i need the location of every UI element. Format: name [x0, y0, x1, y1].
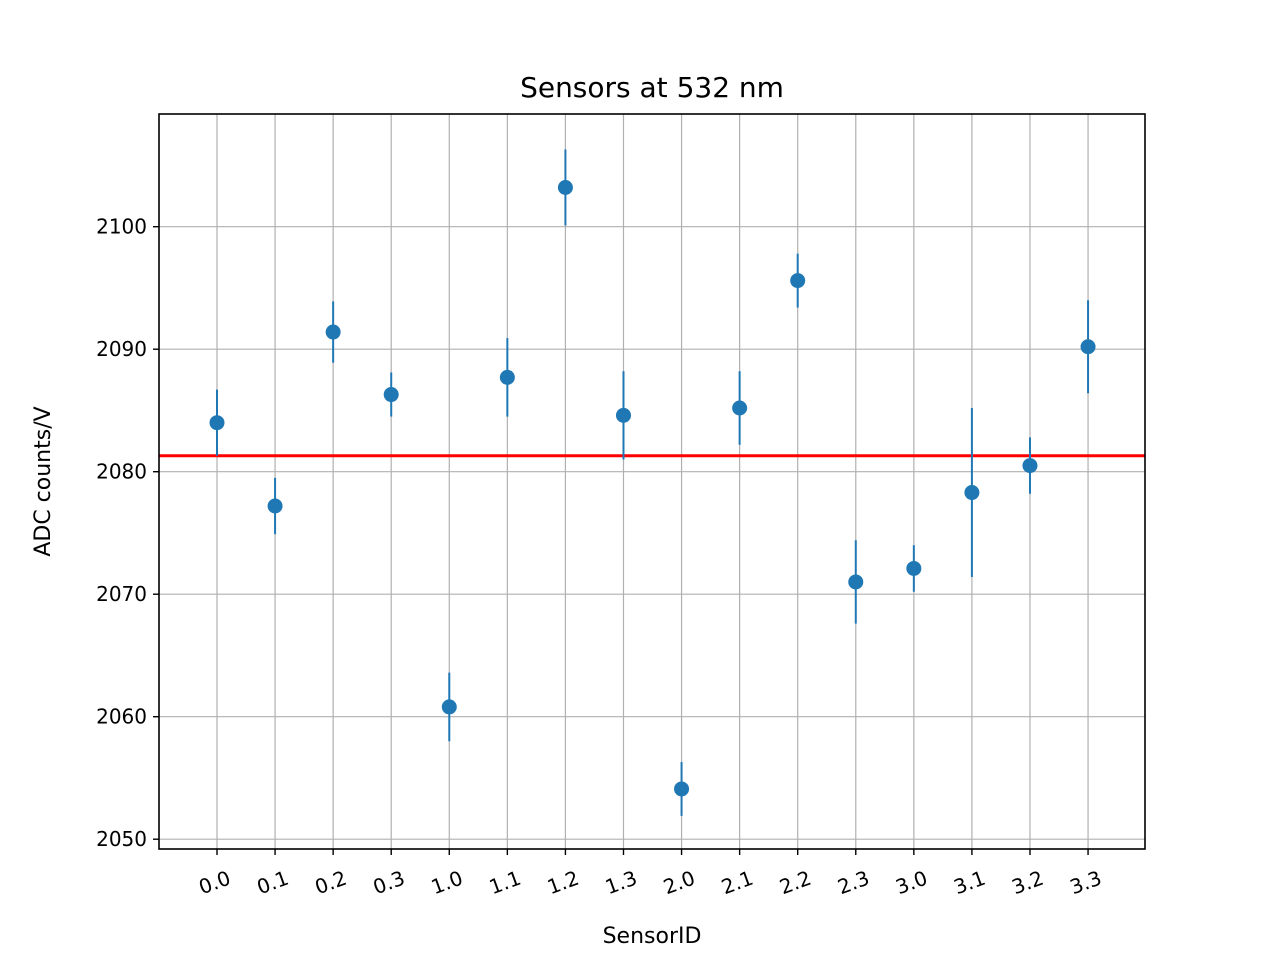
x-tick-label: 0.0	[196, 866, 234, 899]
data-point	[325, 324, 341, 340]
x-tick-label: 3.1	[950, 866, 988, 899]
y-axis-label: ADC counts/V	[31, 406, 56, 556]
y-tick-label: 2050	[96, 827, 147, 851]
data-point	[964, 485, 980, 501]
x-tick-label: 1.3	[602, 866, 640, 899]
chart-title: Sensors at 532 nm	[520, 71, 784, 104]
data-point	[383, 387, 399, 403]
data-point	[615, 407, 631, 423]
data-point	[1080, 339, 1096, 355]
data-point	[499, 369, 515, 385]
x-tick-label: 0.3	[370, 866, 408, 899]
y-tick-label: 2070	[96, 582, 147, 606]
x-tick-label: 2.1	[718, 866, 756, 899]
data-point	[267, 498, 283, 514]
x-tick-label: 0.1	[254, 866, 292, 899]
x-axis-label: SensorID	[603, 924, 702, 949]
data-point	[209, 415, 225, 431]
x-tick-label: 3.0	[892, 866, 930, 899]
x-tick-label: 1.2	[544, 866, 582, 899]
x-tick-label: 2.3	[834, 866, 872, 899]
x-tick-label: 3.2	[1009, 866, 1047, 899]
y-tick-label: 2090	[96, 337, 147, 361]
data-points	[209, 149, 1096, 816]
data-point	[441, 699, 457, 715]
data-point	[848, 574, 864, 590]
x-tick-label: 2.0	[660, 866, 698, 899]
plot-frame	[158, 113, 1146, 850]
data-point	[1022, 458, 1038, 474]
x-tick-label: 1.0	[428, 866, 466, 899]
x-tick-label: 0.2	[312, 866, 350, 899]
x-tick-label: 1.1	[486, 866, 524, 899]
axis-ticks: 0.0 0.1 0.2 0.3 1.0 1.1 1.2 1.3 2.0 2.1 2.2 2.3 3.0 3…	[96, 215, 1105, 899]
x-tick-label: 2.2	[776, 866, 814, 899]
data-point	[790, 273, 806, 289]
y-tick-label: 2100	[96, 215, 147, 239]
grid-lines	[159, 114, 1145, 849]
data-point	[557, 180, 573, 195]
y-tick-label: 2080	[96, 460, 147, 484]
data-point	[732, 400, 748, 416]
data-point	[906, 560, 922, 576]
y-tick-label: 2060	[96, 705, 147, 729]
x-tick-label: 3.3	[1067, 866, 1105, 899]
data-point	[674, 781, 690, 797]
